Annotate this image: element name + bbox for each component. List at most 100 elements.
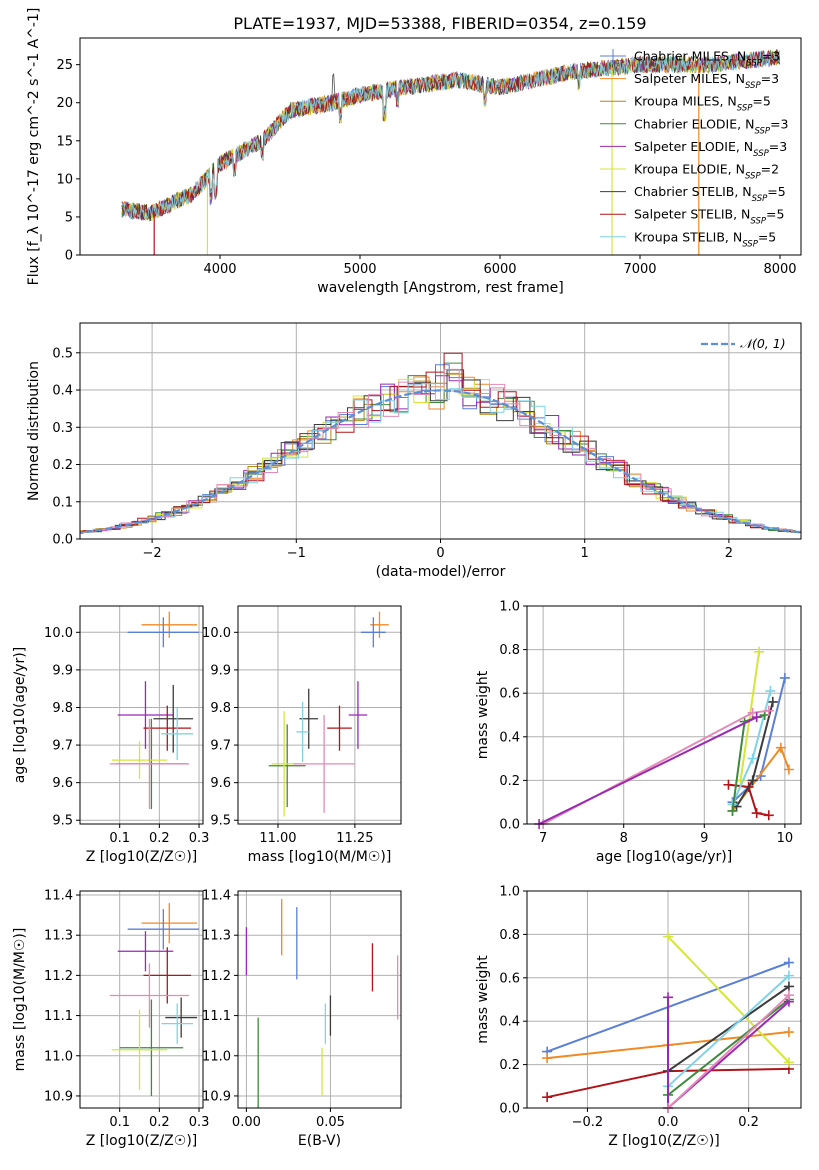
y-tick-label: 11.3	[202, 929, 231, 944]
weight-marker	[783, 1027, 794, 1038]
x-tick-label: 5000	[343, 262, 376, 277]
massweight-vs-Z-grid	[527, 890, 801, 1109]
x-tick-label: 10	[777, 831, 794, 846]
age-vs-Z-frame	[79, 605, 204, 825]
y-axis-label: mass weight	[475, 670, 491, 759]
mass-vs-Z-frame	[79, 890, 204, 1109]
histogram-series	[80, 352, 801, 535]
y-tick-label: 0.2	[499, 1058, 520, 1073]
x-axis-label: age [log10(age/yr)]	[596, 849, 732, 865]
y-tick-label: 11.4	[44, 889, 73, 904]
y-axis-label: mass [log10(M/M☉)]	[12, 928, 28, 1072]
weight-marker	[775, 742, 786, 753]
weight-line	[728, 783, 769, 817]
y-tick-label: 9.6	[52, 776, 73, 791]
legend-subscript: SSP	[742, 239, 758, 249]
legend-label: Salpeter ELODIE, NSSP=3	[634, 139, 787, 159]
y-tick-label: 1.0	[499, 885, 520, 900]
y-tick-label: 20	[56, 96, 73, 111]
weight-line	[667, 974, 790, 1088]
age-vs-Z-axes: 0.1 0.2 0.3 9.5 9.6 9.7 9.8 9.9 10.0 Z [log10(Z/Z…	[12, 606, 209, 865]
weight-line	[739, 651, 761, 781]
legend-subscript: SSP	[745, 81, 761, 91]
legend-label: Chabrier STELIB, NSSP=5	[634, 184, 786, 204]
mass-vs-EBV-axes: 0.00 0.05 10.9 11.0 11.1 11.2 11.3 11.4 E(B-V)	[202, 889, 401, 1149]
y-tick-label: 11.1	[202, 1009, 231, 1024]
y-tick-label: 0.1	[52, 495, 73, 510]
y-tick-label: 10.9	[44, 1089, 73, 1104]
x-tick-label: 0	[436, 546, 444, 561]
weight-line	[538, 716, 758, 825]
weight-marker	[783, 970, 794, 981]
mass-vs-Z-axes: 0.1 0.2 0.3 10.9 11.0 11.1 11.2 11.3 11.4 Z [log1…	[12, 889, 209, 1149]
legend-subscript: SSP	[746, 59, 762, 69]
normal-curve	[80, 389, 801, 534]
y-tick-label: 9.5	[52, 814, 73, 829]
weight-marker	[727, 805, 738, 816]
spectrum-lines	[121, 49, 781, 255]
legend-label: Kroupa STELIB, NSSP=5	[634, 229, 776, 249]
x-tick-label: 8	[620, 831, 628, 846]
legend-label: Kroupa ELODIE, NSSP=2	[634, 162, 779, 182]
histogram-steps	[80, 375, 801, 533]
weight-marker	[542, 1053, 553, 1064]
x-tick-label: 0.2	[738, 1115, 759, 1130]
y-tick-label: 9.7	[210, 739, 231, 754]
y-tick-label: 0.2	[499, 774, 520, 789]
y-tick-label: 0.5	[52, 346, 73, 361]
weight-marker	[765, 686, 776, 697]
legend-subscript: SSP	[753, 149, 769, 159]
legend-subscript: SSP	[750, 217, 766, 227]
massweight-vs-age-frame	[526, 605, 802, 825]
x-tick-label: 0.3	[189, 831, 210, 846]
weight-marker	[663, 931, 674, 942]
x-tick-label: 6000	[483, 262, 516, 277]
weight-line	[667, 994, 790, 1109]
x-tick-label: −2	[143, 546, 162, 561]
legend-label: Salpeter MILES, NSSP=3	[634, 71, 779, 91]
y-tick-label: 0.6	[499, 687, 520, 702]
y-tick-label: 0	[65, 249, 73, 264]
y-tick-label: 10.9	[202, 1089, 231, 1104]
weight-marker	[783, 990, 794, 1001]
x-tick-label: 0.2	[149, 1115, 170, 1130]
spectrum-axes: 4000 5000 6000 7000 8000 0 5 10 15 20 25 wavelength…	[26, 8, 797, 296]
x-axis-label: wavelength [Angstrom, rest frame]	[317, 280, 563, 296]
x-tick-label: −0.2	[572, 1115, 604, 1130]
y-tick-label: 10.0	[44, 626, 73, 641]
y-axis-label: mass weight	[475, 955, 491, 1044]
massweight-vs-Z-frame	[526, 890, 802, 1109]
y-tick-label: 11.2	[202, 969, 231, 984]
age-vs-mass-axes: 11.00 11.25 9.5 9.6 9.7 9.8 9.9 10.0 mass [log10…	[202, 606, 401, 865]
y-tick-label: 9.5	[210, 814, 231, 829]
legend-subscript: SSP	[737, 104, 753, 114]
y-tick-label: 0.0	[499, 1102, 520, 1117]
mass-vs-EBV-grid	[238, 891, 401, 1108]
weight-marker	[783, 764, 794, 775]
x-tick-label: 1	[581, 546, 589, 561]
y-tick-label: 0.6	[499, 971, 520, 986]
x-tick-label: 11.25	[336, 831, 373, 846]
age-vs-mass-frame	[237, 605, 402, 825]
x-tick-label: 11.00	[259, 831, 296, 846]
x-tick-label: 0.2	[149, 831, 170, 846]
y-tick-label: 9.9	[52, 663, 73, 678]
y-tick-label: 0.3	[52, 421, 73, 436]
y-tick-label: 0.2	[52, 458, 73, 473]
weight-marker	[763, 705, 774, 716]
y-tick-label: 15	[56, 134, 73, 149]
weight-marker	[754, 646, 765, 657]
weight-marker	[779, 672, 790, 683]
x-tick-label: 4000	[203, 262, 236, 277]
y-axis-label: age [log10(age/yr)]	[12, 647, 28, 783]
weight-marker	[763, 810, 774, 821]
x-tick-label: 2	[725, 546, 733, 561]
legend-label: 𝒩(0, 1)	[740, 336, 786, 351]
y-tick-label: 25	[56, 58, 73, 73]
weight-marker	[751, 808, 762, 819]
y-tick-label: 1.0	[499, 600, 520, 615]
y-tick-label: 11.4	[202, 889, 231, 904]
y-tick-label: 10	[56, 172, 73, 187]
mass-vs-Z-points	[109, 903, 200, 1096]
